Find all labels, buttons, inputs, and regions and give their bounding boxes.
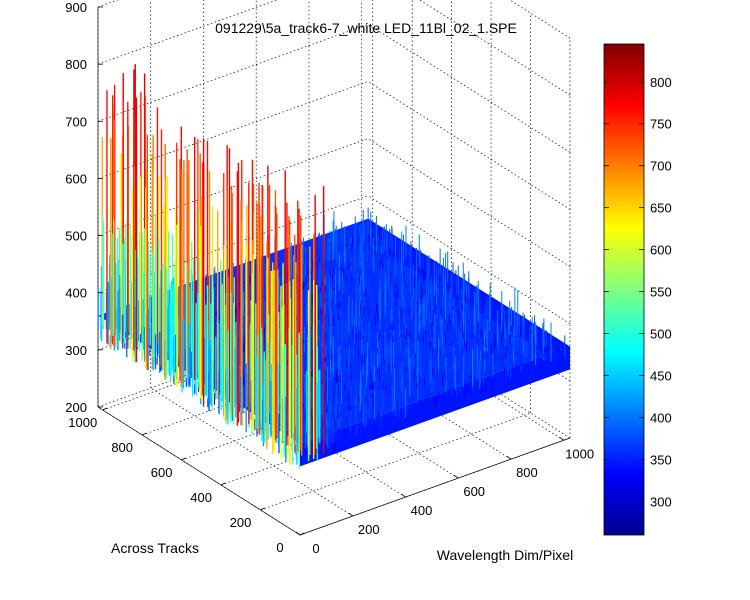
colorbar-tick-label: 500 bbox=[650, 327, 672, 342]
chart-title: 091229\5a_track6-7_white LED_11Bl_02_1.S… bbox=[215, 20, 517, 36]
y-tick-label: 200 bbox=[230, 515, 252, 530]
x-tick-label: 600 bbox=[463, 484, 485, 499]
x-tick-mark bbox=[401, 493, 406, 498]
y-tick-label: 800 bbox=[111, 440, 133, 455]
colorbar-tick-label: 350 bbox=[650, 452, 672, 467]
x-tick-label: 400 bbox=[411, 503, 433, 518]
z-tick-label: 200 bbox=[65, 400, 87, 415]
z-tick-label: 400 bbox=[65, 286, 87, 301]
colorbar-tick-label: 450 bbox=[650, 369, 672, 384]
grid-line bbox=[97, 0, 119, 8]
y-tick-mark bbox=[220, 482, 226, 486]
x-axis-line bbox=[299, 437, 571, 536]
y-tick-mark bbox=[181, 457, 186, 461]
y-axis-line bbox=[97, 406, 301, 536]
x-tick-label: 0 bbox=[312, 541, 319, 556]
y-tick-label: 0 bbox=[276, 540, 283, 555]
y-axis-label: Across Tracks bbox=[111, 540, 199, 556]
y-tick-mark bbox=[260, 507, 265, 511]
y-tick-label: 400 bbox=[190, 490, 212, 505]
y-tick-label: 1000 bbox=[68, 415, 97, 430]
colorbar-gradient bbox=[603, 43, 645, 536]
colorbar-tick-label: 800 bbox=[650, 75, 672, 90]
colorbar-tick-label: 300 bbox=[650, 494, 672, 509]
grid-line bbox=[97, 138, 369, 236]
x-tick-label: 1000 bbox=[565, 446, 594, 461]
colorbar-tick-label: 750 bbox=[650, 117, 672, 132]
x-axis-label: Wavelength Dim/Pixel bbox=[437, 547, 573, 563]
z-tick-label: 300 bbox=[65, 343, 87, 358]
x-tick-mark bbox=[295, 531, 301, 536]
y-tick-mark bbox=[102, 407, 107, 411]
x-tick-label: 800 bbox=[516, 465, 538, 480]
grid-line bbox=[367, 24, 571, 153]
x-tick-label: 200 bbox=[358, 522, 380, 537]
y-tick-mark bbox=[299, 532, 305, 536]
z-tick-label: 700 bbox=[65, 114, 87, 129]
colorbar-tick-label: 400 bbox=[650, 410, 672, 425]
colorbar: 300 350 400 450 500 550 600 650 700 750 800 bbox=[603, 43, 672, 536]
grid-line bbox=[97, 81, 369, 179]
y-tick-mark bbox=[142, 432, 147, 436]
z-tick-label: 800 bbox=[65, 57, 87, 72]
z-tick-label: 900 bbox=[65, 0, 87, 15]
colorbar-tick-label: 650 bbox=[650, 201, 672, 216]
grid-line bbox=[419, 0, 571, 96]
x-tick-mark bbox=[559, 436, 564, 441]
colorbar-tick-label: 600 bbox=[650, 243, 672, 258]
axis-ticks: 0200400600800100002004006008001000200300… bbox=[65, 0, 594, 556]
grid-line bbox=[97, 23, 369, 122]
grid-line bbox=[367, 81, 571, 210]
colorbar-tick-label: 700 bbox=[650, 159, 672, 174]
z-tick-label: 600 bbox=[65, 171, 87, 186]
axes-grid bbox=[97, 0, 571, 536]
x-tick-mark bbox=[506, 455, 512, 460]
colorbar-tick-label: 550 bbox=[650, 285, 672, 300]
surface-plot bbox=[97, 64, 570, 469]
z-tick-label: 500 bbox=[65, 229, 87, 244]
x-tick-mark bbox=[453, 474, 459, 479]
y-tick-label: 600 bbox=[151, 465, 173, 480]
x-tick-mark bbox=[348, 512, 353, 517]
